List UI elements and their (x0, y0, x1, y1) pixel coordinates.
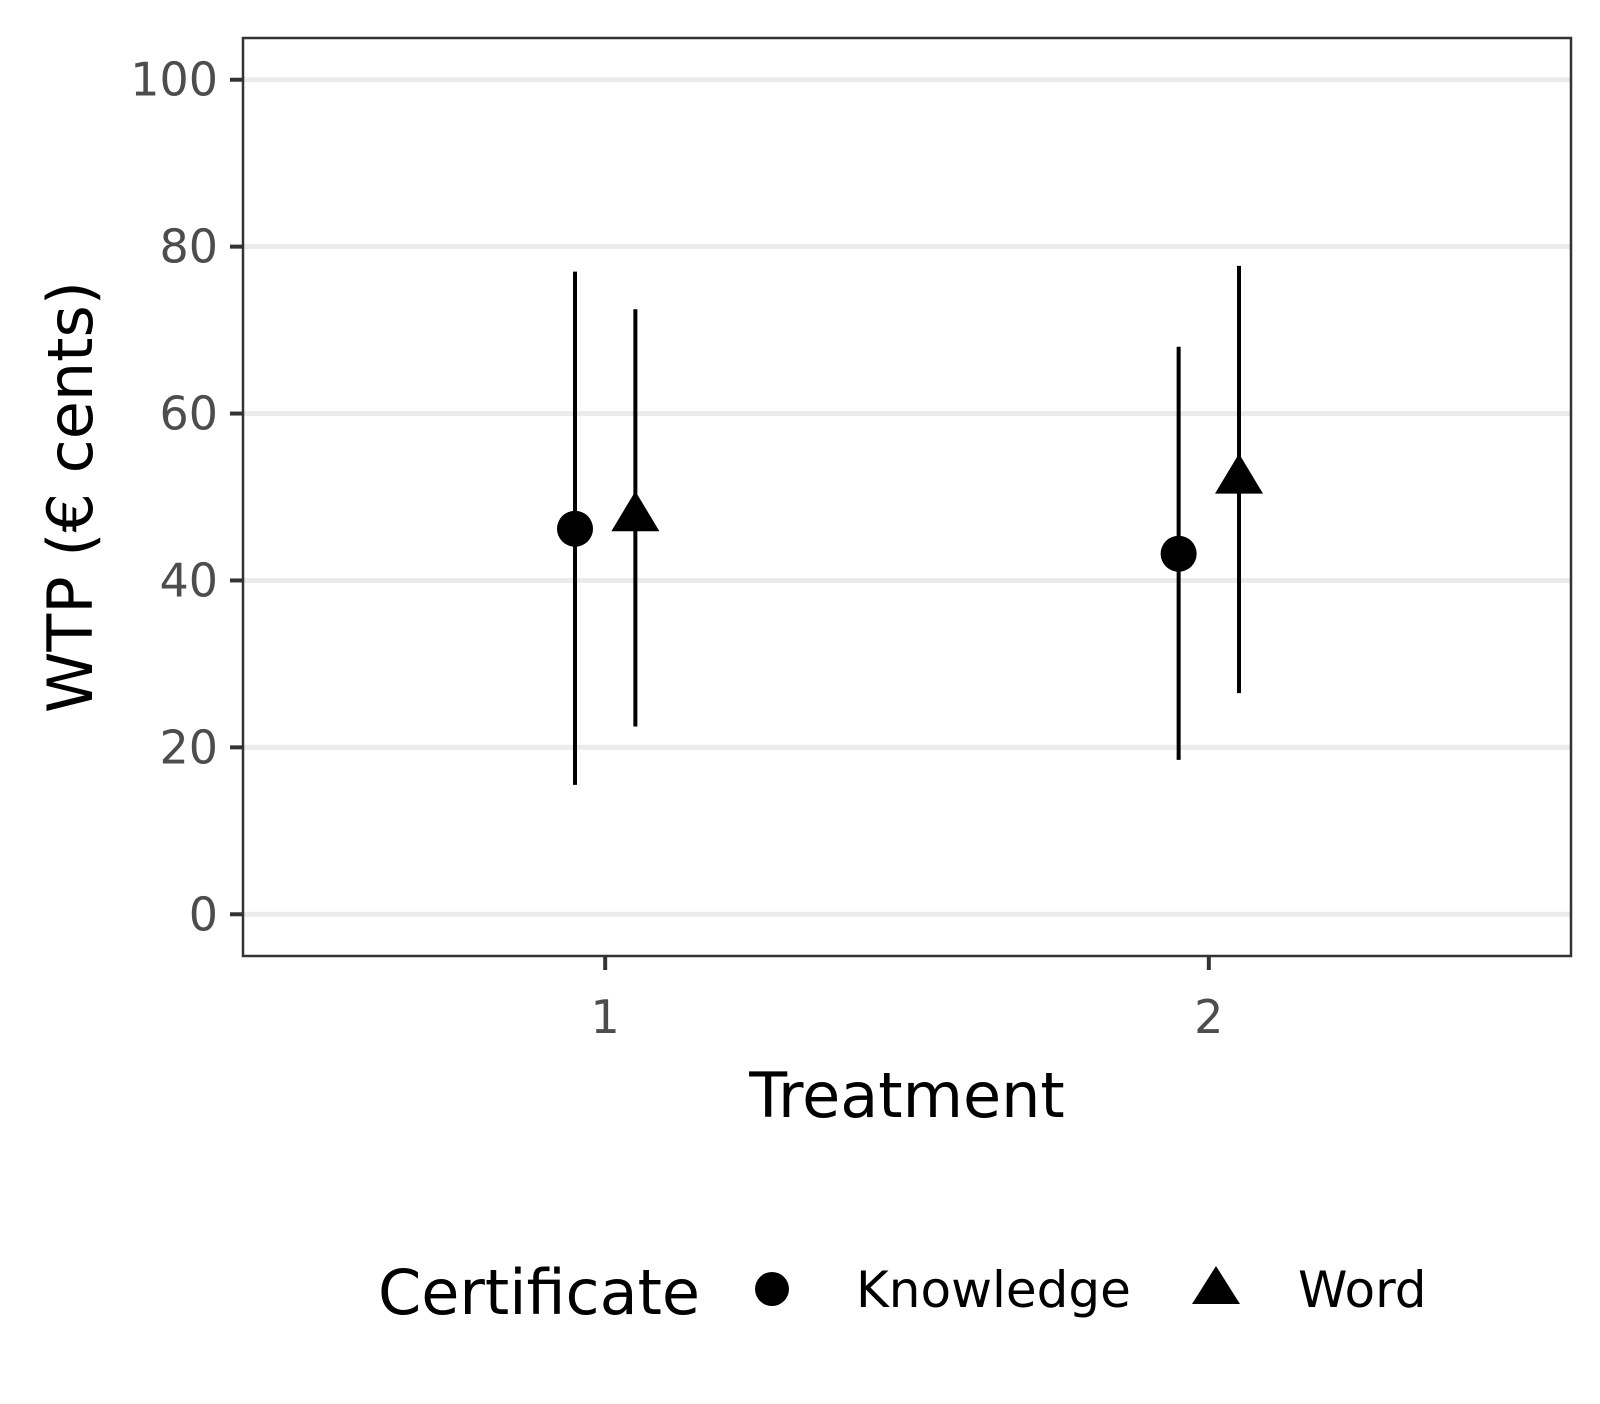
x-tick-label: 2 (1194, 990, 1223, 1044)
grid-layer (243, 77, 1571, 917)
legend-title: Certificate (378, 1256, 700, 1329)
point-word (1215, 453, 1263, 494)
point-word (611, 491, 660, 532)
plot-panel-border (241, 36, 1573, 958)
legend-label-word: Word (1298, 1261, 1427, 1319)
legend-key-circle (755, 1272, 789, 1306)
x-axis-title: Treatment (748, 1059, 1064, 1132)
legend-key-triangle (1192, 1266, 1240, 1304)
legend: Certificate Knowledge Word (378, 1256, 1427, 1329)
marks-layer (557, 265, 1263, 785)
x-tick-label: 1 (591, 990, 620, 1044)
point-knowledge (1160, 535, 1197, 572)
y-tick-label: 0 (189, 887, 218, 941)
y-axis-title: WTP (€ cents) (34, 281, 107, 713)
y-tick-label: 40 (159, 553, 218, 607)
axis-layer: 0 20 40 60 80 100 1 2 (130, 53, 1223, 1044)
y-tick-label: 60 (159, 387, 218, 441)
y-tick-label: 100 (130, 53, 218, 107)
point-knowledge (557, 510, 593, 547)
y-tick-label: 20 (159, 720, 218, 774)
y-tick-label: 80 (159, 220, 218, 274)
legend-label-knowledge: Knowledge (856, 1261, 1131, 1319)
